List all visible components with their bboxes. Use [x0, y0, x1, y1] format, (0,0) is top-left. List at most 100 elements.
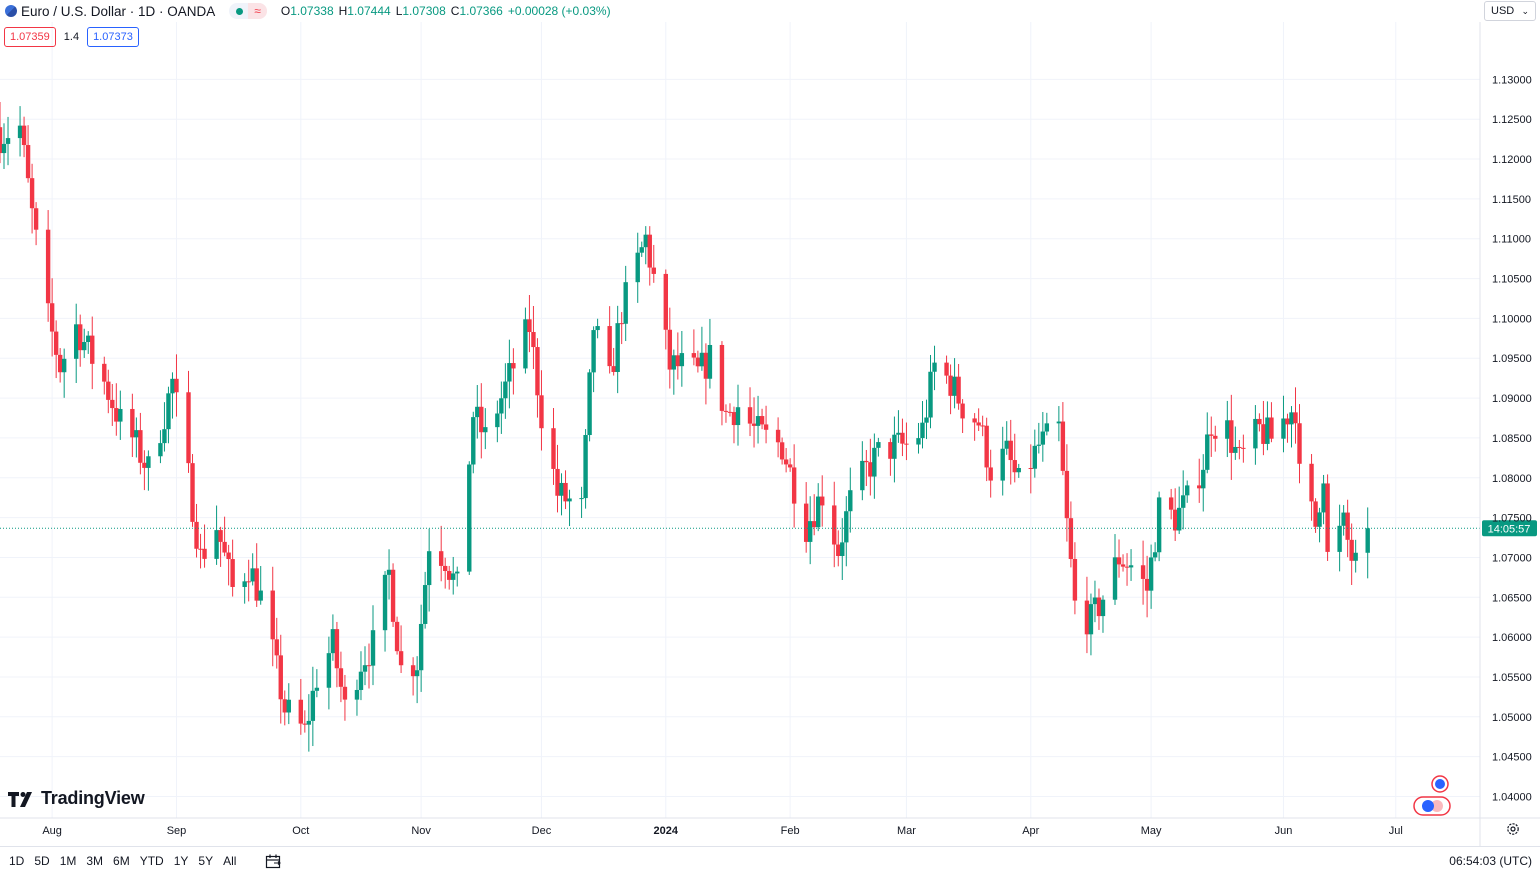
candle-body [663, 273, 668, 330]
timeframe-1d[interactable]: 1D [9, 854, 25, 868]
candle-body [86, 335, 91, 342]
quote-row: 1.07359 1.4 1.07373 [4, 27, 139, 47]
candle-body [988, 467, 993, 481]
candle-body [471, 417, 476, 465]
timeframe-5y[interactable]: 5Y [198, 854, 214, 868]
candle-body [892, 434, 897, 459]
candle-body [563, 482, 568, 502]
candle-body [1265, 417, 1270, 444]
candle-body [723, 410, 729, 412]
candle-body [57, 354, 63, 373]
candle-body [422, 585, 428, 624]
candle-body [326, 653, 332, 688]
candle-body [451, 573, 456, 580]
candle-body [1088, 604, 1094, 635]
y-tick-label: 1.10000 [1492, 313, 1532, 325]
candle-body [1293, 412, 1298, 424]
candle-body [370, 630, 376, 666]
candle-body [286, 699, 291, 713]
candle-body [358, 671, 364, 690]
timeframe-1m[interactable]: 1M [59, 854, 77, 868]
candle-body [539, 395, 544, 429]
x-tick-label: Sep [167, 825, 187, 837]
date-range-icon[interactable] [265, 854, 282, 869]
candle-body [1233, 446, 1238, 453]
candle-body [1257, 418, 1262, 425]
candle-body [860, 460, 865, 491]
candle-body [523, 319, 528, 369]
low-label: L [395, 4, 403, 18]
candle-body [1365, 528, 1370, 553]
candle-body [864, 460, 869, 463]
y-tick-label: 1.11000 [1492, 234, 1531, 246]
candle-body [467, 464, 472, 572]
candle-body [848, 490, 853, 512]
candle-body [555, 468, 560, 496]
high-label: H [338, 4, 348, 18]
timeframe-1y[interactable]: 1Y [173, 854, 189, 868]
candle-body [699, 352, 705, 367]
tradingview-logo[interactable]: TradingView [7, 788, 145, 809]
candle-body [511, 363, 516, 369]
y-tick-label: 1.04500 [1492, 752, 1532, 764]
candle-body [980, 425, 985, 427]
buy-price-button[interactable]: 1.07373 [87, 27, 139, 47]
economic-events-group-icon [1413, 796, 1451, 816]
candle-body [338, 668, 344, 687]
candle-body [447, 570, 452, 580]
candle-body [1140, 565, 1146, 579]
timeframe-5d[interactable]: 5D [34, 854, 50, 868]
x-tick-label: May [1141, 825, 1162, 837]
candle-body [114, 408, 119, 422]
timeframe-6m[interactable]: 6M [113, 854, 130, 868]
candle-body [1040, 431, 1046, 445]
candle-body [1072, 558, 1078, 601]
candle-body [531, 332, 536, 348]
candle-body [242, 581, 247, 587]
timeframe-ytd[interactable]: YTD [139, 854, 164, 868]
candle-body [671, 355, 677, 370]
timeframe-all[interactable]: All [223, 854, 237, 868]
candle-body [246, 581, 251, 583]
candle-body [527, 319, 532, 333]
candle-body [1172, 509, 1178, 531]
candle-body [162, 429, 167, 444]
candle-body [118, 408, 123, 422]
sell-price-button[interactable]: 1.07359 [4, 27, 56, 47]
candle-body [483, 427, 488, 433]
symbol-title[interactable]: Euro / U.S. Dollar · 1D · OANDA [21, 3, 216, 19]
market-status-pill[interactable]: ≈ [229, 3, 267, 19]
candle-body [194, 521, 199, 549]
candle-body [1056, 421, 1062, 424]
candle-body [1032, 445, 1037, 469]
candle-body [414, 670, 420, 677]
candle-body [1337, 525, 1342, 552]
candle-body [418, 623, 424, 671]
candle-body [667, 329, 673, 370]
candle-body [278, 655, 283, 700]
x-tick-label: Aug [42, 825, 62, 837]
candle-body [972, 418, 977, 423]
candle-body [230, 559, 235, 587]
candle-body [174, 378, 179, 393]
candle-body [102, 363, 107, 382]
candle-body [731, 412, 737, 426]
candle-body [499, 398, 504, 414]
timeframe-3m[interactable]: 3M [86, 854, 104, 868]
candle-body [5, 138, 11, 144]
candle-body [607, 326, 612, 367]
candle-body [282, 699, 287, 713]
settings-gear-icon[interactable] [1506, 822, 1520, 836]
candle-body [258, 590, 263, 601]
candle-body [1068, 518, 1074, 559]
candle-body [928, 371, 933, 418]
candle-body [832, 505, 837, 545]
candle-body [74, 324, 79, 359]
utc-clock[interactable]: 06:54:03 (UTC) [1449, 854, 1532, 868]
open-label: O [280, 4, 291, 18]
candle-body [1321, 483, 1326, 513]
y-tick-label: 1.09500 [1492, 353, 1532, 365]
candle-body [587, 372, 592, 436]
currency-select[interactable]: USD ⌄ [1484, 1, 1536, 21]
